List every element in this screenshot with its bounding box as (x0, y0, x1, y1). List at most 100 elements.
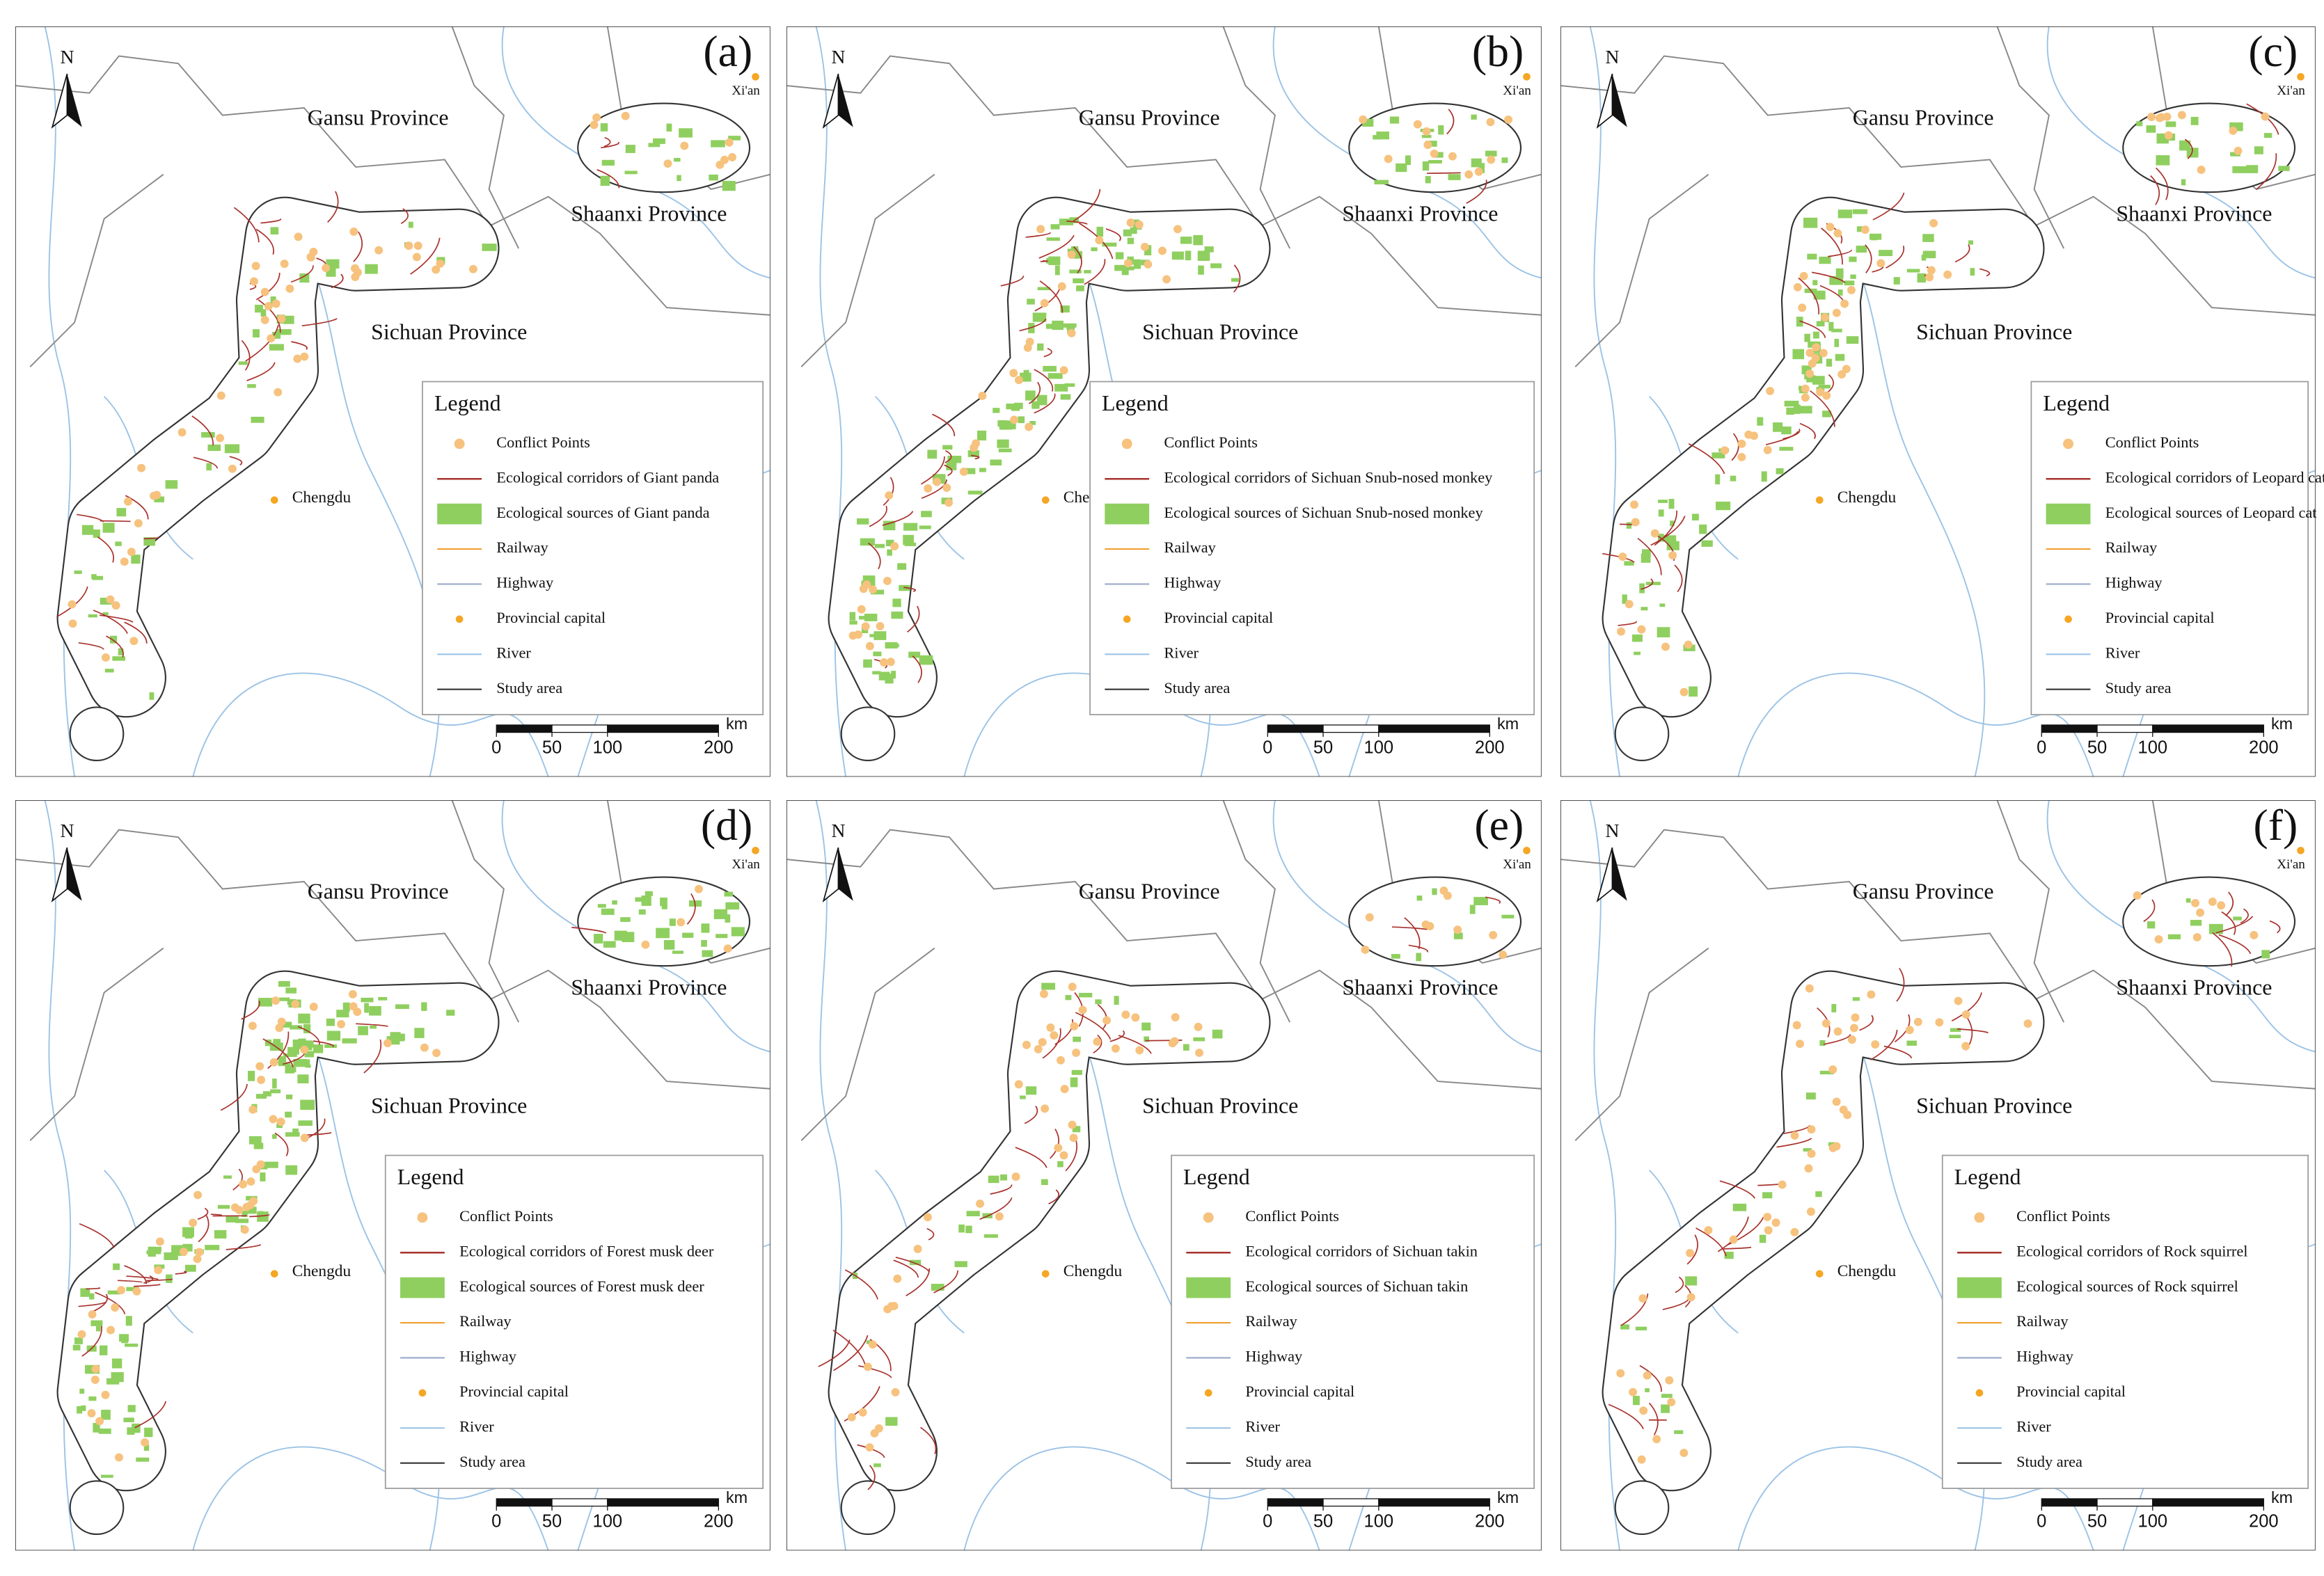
capital-label: Xi'an (1503, 83, 1531, 98)
ecological-source (1666, 541, 1679, 550)
ecological-source (666, 123, 672, 132)
ecological-corridor (1075, 1012, 1112, 1040)
legend-title: Legend (1954, 1165, 2021, 1189)
ecological-corridor (869, 505, 887, 527)
ecological-source (1624, 561, 1634, 566)
ecological-source (1048, 373, 1063, 379)
conflict-point (255, 1062, 264, 1071)
conflict-point (117, 1286, 126, 1295)
map-panel: N (a) Xi'an Gansu Province Shaanxi Province S… (15, 26, 770, 777)
conflict-point (230, 1203, 239, 1212)
ecological-source (1501, 914, 1515, 918)
scale-label: 0 (1263, 738, 1272, 758)
province-label: Sichuan Province (1142, 320, 1298, 344)
conflict-point (1876, 259, 1886, 268)
province-boundary (15, 55, 770, 316)
conflict-point (1679, 687, 1689, 697)
ecological-corridor (93, 610, 128, 635)
capital-label: Chengdu (1064, 1262, 1123, 1280)
ecological-corridor (249, 1213, 270, 1218)
conflict-point (879, 658, 888, 667)
ecological-source (278, 980, 290, 987)
legend-label: Study area (2016, 1453, 2082, 1470)
conflict-point (1832, 1097, 1841, 1106)
ecological-source (866, 1340, 871, 1344)
conflict-point (1905, 1026, 1914, 1035)
conflict-point (694, 884, 703, 893)
ecological-source (897, 563, 907, 570)
ecological-source (891, 611, 903, 619)
ecological-source (285, 1111, 292, 1118)
conflict-point (195, 1248, 204, 1257)
ecological-corridor (1675, 1276, 1684, 1294)
map-panel: N (e) Xi'an Gansu Province Shaanxi Province S… (786, 800, 1542, 1551)
conflict-point (677, 918, 686, 927)
ecological-corridor (1233, 264, 1241, 293)
ecological-corridor (832, 1330, 867, 1367)
conflict-point (276, 1117, 285, 1127)
legend-label: Conflict Points (496, 433, 590, 451)
ecological-source (166, 1274, 173, 1283)
ecological-source (656, 928, 670, 939)
ecological-corridor (197, 1207, 209, 1220)
ecological-source (136, 1457, 150, 1462)
conflict-point (1801, 393, 1810, 402)
conflict-point (1805, 369, 1815, 379)
conflict-point (1140, 242, 1149, 251)
ecological-source (921, 511, 932, 518)
province-label: Gansu Province (1079, 105, 1220, 129)
ecological-source (206, 463, 212, 471)
province-boundary (451, 26, 520, 249)
ecological-corridor (906, 1268, 931, 1296)
conflict-point (621, 111, 630, 120)
ecological-source (942, 445, 953, 450)
legend-label: Ecological sources of Sichuan Snub-nosed… (1164, 504, 1483, 521)
ecological-source (1144, 245, 1152, 255)
ecological-source (149, 692, 155, 700)
conflict-point (1720, 446, 1729, 455)
ecological-source (93, 1423, 100, 1433)
ecological-source (1011, 407, 1020, 411)
conflict-point (1790, 1131, 1799, 1140)
conflict-point (1842, 365, 1851, 374)
ecological-source (247, 384, 256, 388)
scale-label: 50 (542, 738, 562, 758)
scale-unit: km (2271, 715, 2293, 733)
north-arrow (51, 73, 68, 129)
legend-box (1089, 381, 1535, 715)
conflict-point (1111, 1044, 1120, 1053)
ecological-source (278, 1021, 292, 1028)
conflict-point (285, 284, 294, 293)
conflict-point (291, 1000, 300, 1009)
conflict-point (1195, 1049, 1203, 1058)
ecological-corridor (1404, 917, 1421, 950)
conflict-point (680, 141, 689, 150)
conflict-point (180, 1248, 188, 1256)
north-arrow (838, 847, 853, 901)
map-panel: N (b) Xi'an Gansu Province Shaanxi Province S… (786, 26, 1542, 777)
ecological-source (1835, 268, 1844, 279)
ecological-corridor (363, 1039, 382, 1074)
legend-label: River (2105, 644, 2140, 661)
ecological-source (1416, 896, 1423, 901)
conflict-point (2133, 891, 2142, 900)
legend-title: Legend (434, 391, 501, 415)
legend-symbol (455, 615, 464, 623)
province-label: Gansu Province (308, 105, 449, 129)
ecological-corridor (297, 1026, 320, 1045)
ecological-source (1027, 299, 1035, 305)
ecological-source (885, 642, 898, 648)
ecological-source (1073, 278, 1084, 284)
ecological-corridor (400, 208, 409, 224)
ecological-source (278, 1056, 286, 1067)
conflict-point (1849, 1024, 1858, 1033)
legend-label: Railway (2016, 1312, 2069, 1330)
ecological-corridor (1870, 1029, 1898, 1060)
conflict-point (1448, 152, 1457, 161)
ecological-source (1018, 416, 1025, 424)
conflict-point (1060, 1085, 1069, 1094)
conflict-point (1822, 391, 1831, 400)
ecological-source (702, 950, 713, 957)
ecological-corridor (226, 1244, 262, 1250)
ecological-corridor (1391, 926, 1428, 930)
